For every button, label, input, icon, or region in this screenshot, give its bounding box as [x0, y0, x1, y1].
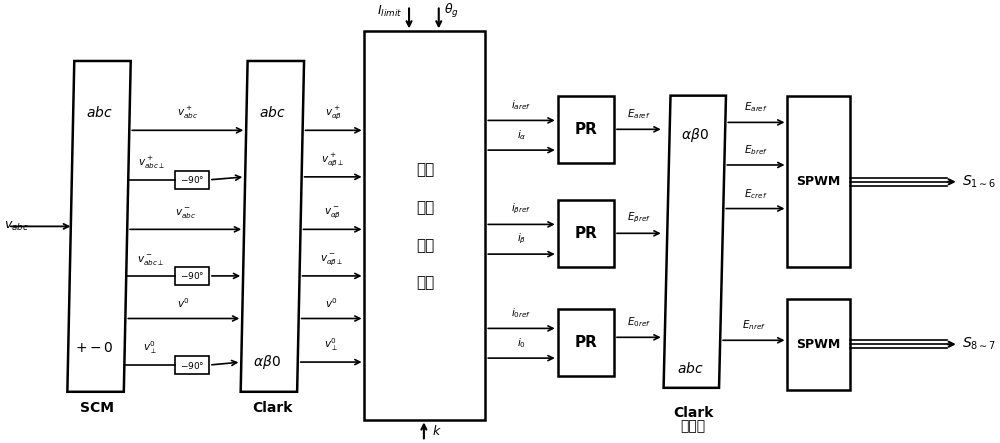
- Text: $-90°$: $-90°$: [180, 270, 204, 281]
- Text: $E_{aref}$: $E_{aref}$: [627, 108, 651, 121]
- Text: $+-0$: $+-0$: [75, 341, 113, 355]
- Text: $\alpha\beta0$: $\alpha\beta0$: [253, 353, 280, 371]
- Text: $E_{aref}$: $E_{aref}$: [744, 101, 768, 114]
- Bar: [558, 200, 614, 267]
- Text: $v^0$: $v^0$: [177, 296, 190, 310]
- Text: $v_{\alpha\beta\perp}^+$: $v_{\alpha\beta\perp}^+$: [321, 151, 345, 168]
- Text: $I_{limit}$: $I_{limit}$: [377, 4, 402, 19]
- Text: Clark: Clark: [673, 406, 713, 420]
- Text: Clark: Clark: [252, 400, 293, 415]
- Text: $v_{\alpha\beta}^+$: $v_{\alpha\beta}^+$: [325, 105, 342, 121]
- Text: $i_\beta$: $i_\beta$: [517, 232, 526, 246]
- Text: $v_\perp^0$: $v_\perp^0$: [324, 336, 338, 353]
- Text: $i_{aref}$: $i_{aref}$: [511, 99, 532, 113]
- Text: $v_{\alpha\beta}^-$: $v_{\alpha\beta}^-$: [324, 206, 341, 221]
- Polygon shape: [241, 61, 304, 392]
- Text: $v_\perp^0$: $v_\perp^0$: [143, 339, 157, 356]
- Bar: [175, 356, 209, 374]
- Text: 参考: 参考: [416, 163, 434, 178]
- Text: SPWM: SPWM: [796, 338, 841, 351]
- Text: $v_{\alpha\beta\perp}^-$: $v_{\alpha\beta\perp}^-$: [320, 253, 344, 267]
- Text: 单元: 单元: [416, 276, 434, 290]
- Text: 电流: 电流: [416, 200, 434, 215]
- Text: SCM: SCM: [80, 400, 114, 415]
- Text: $i_0$: $i_0$: [517, 336, 526, 350]
- Text: 反变换: 反变换: [681, 420, 706, 433]
- Bar: [787, 299, 850, 390]
- Bar: [175, 171, 209, 189]
- Text: $v^0$: $v^0$: [325, 296, 338, 310]
- Text: $abc$: $abc$: [677, 361, 704, 376]
- Text: $v_{abc}$: $v_{abc}$: [4, 220, 29, 233]
- Text: $k$: $k$: [432, 424, 441, 439]
- Text: $S_{8\sim7}$: $S_{8\sim7}$: [962, 336, 996, 353]
- Text: PR: PR: [574, 226, 597, 241]
- Text: $E_{bref}$: $E_{bref}$: [744, 143, 768, 157]
- Bar: [364, 31, 485, 420]
- Bar: [558, 309, 614, 376]
- Bar: [175, 267, 209, 285]
- Text: $i_\alpha$: $i_\alpha$: [517, 128, 526, 142]
- Text: $i_{0ref}$: $i_{0ref}$: [511, 307, 532, 320]
- Text: $-90°$: $-90°$: [180, 175, 204, 185]
- Text: $abc$: $abc$: [86, 105, 112, 120]
- Text: $v_{abc\perp}^+$: $v_{abc\perp}^+$: [138, 155, 165, 171]
- Text: PR: PR: [574, 122, 597, 137]
- Text: SPWM: SPWM: [796, 175, 841, 188]
- Text: $E_{nref}$: $E_{nref}$: [742, 319, 766, 332]
- Bar: [558, 96, 614, 163]
- Text: $abc$: $abc$: [259, 105, 286, 120]
- Text: $v_{abc\perp}^-$: $v_{abc\perp}^-$: [137, 253, 164, 267]
- Polygon shape: [67, 61, 131, 392]
- Text: $v_{abc}^+$: $v_{abc}^+$: [177, 105, 198, 121]
- Text: $E_{0ref}$: $E_{0ref}$: [627, 315, 651, 330]
- Text: $v_{abc}^-$: $v_{abc}^-$: [175, 206, 196, 221]
- Text: $E_{\beta ref}$: $E_{\beta ref}$: [627, 211, 651, 225]
- Text: PR: PR: [574, 335, 597, 350]
- Text: $-90°$: $-90°$: [180, 360, 204, 370]
- Bar: [787, 96, 850, 267]
- Text: 计算: 计算: [416, 238, 434, 253]
- Text: $\theta_g$: $\theta_g$: [444, 3, 459, 20]
- Polygon shape: [664, 96, 726, 388]
- Text: $S_{1\sim6}$: $S_{1\sim6}$: [962, 174, 996, 190]
- Text: $E_{cref}$: $E_{cref}$: [744, 187, 767, 201]
- Text: $i_{\beta ref}$: $i_{\beta ref}$: [511, 202, 532, 217]
- Text: $\alpha\beta0$: $\alpha\beta0$: [681, 126, 709, 144]
